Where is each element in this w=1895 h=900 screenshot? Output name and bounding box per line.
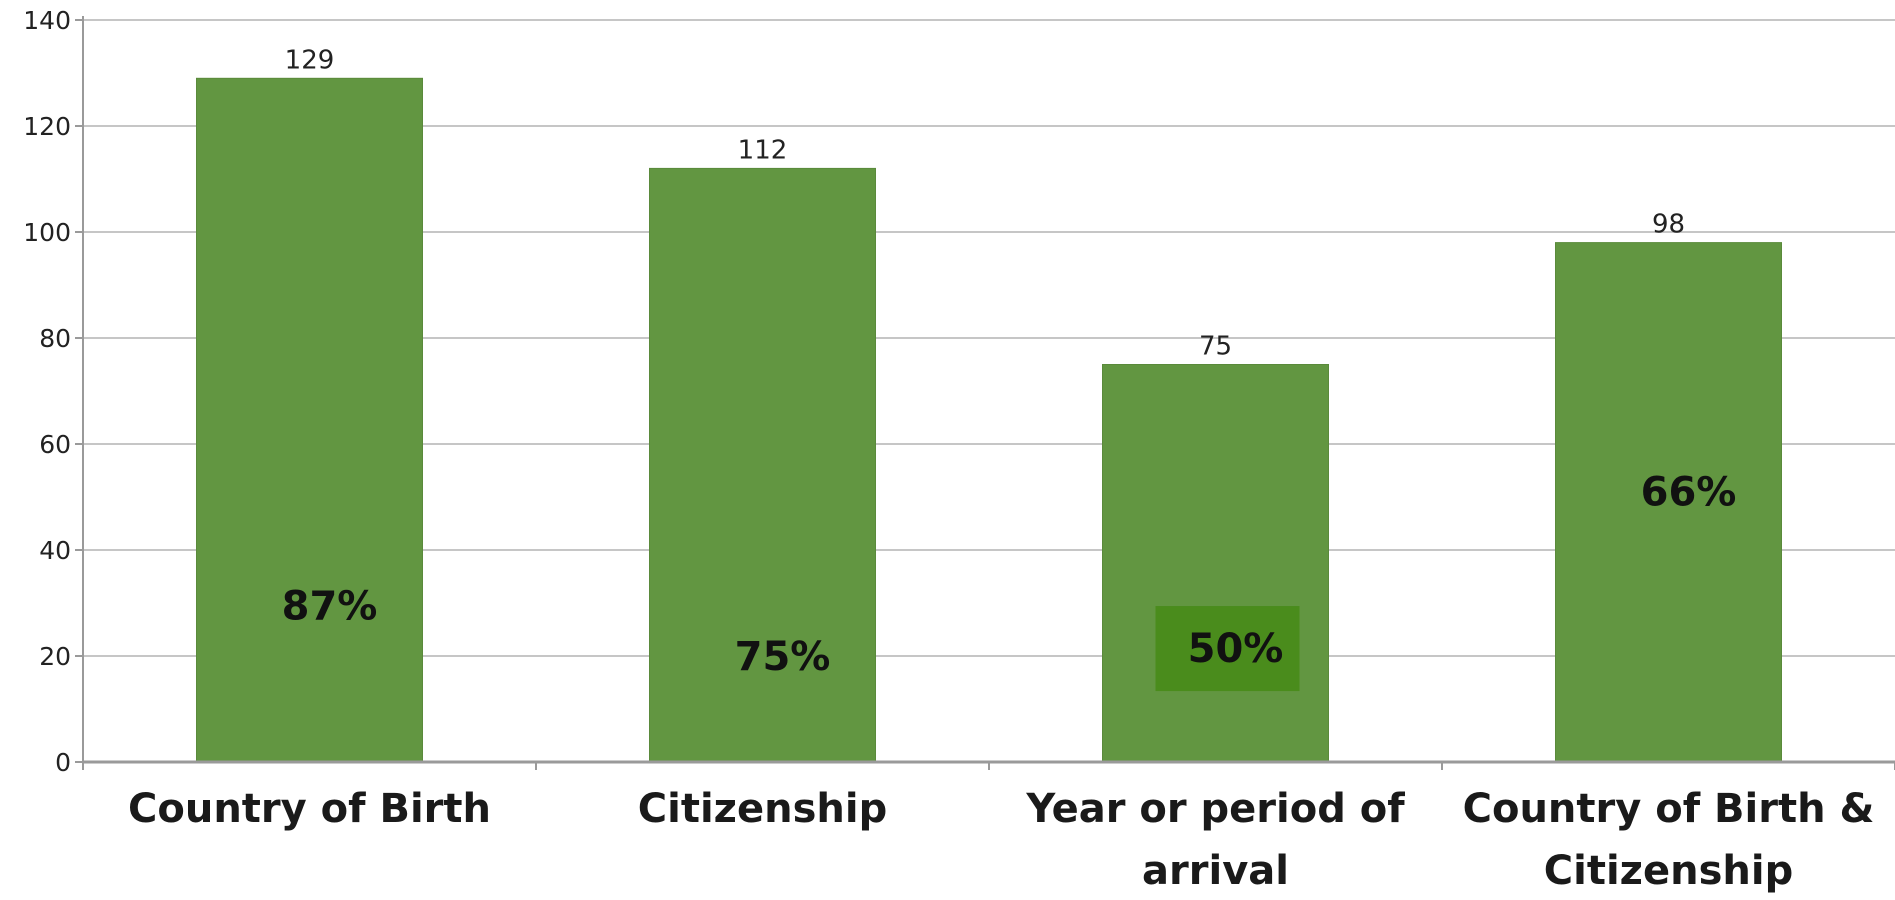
bar-percent-label: 75% [735, 634, 831, 680]
y-tick-label: 60 [39, 430, 71, 459]
percent-highlight-box [1155, 606, 1300, 692]
x-axis [82, 16, 1895, 770]
bar [1102, 364, 1329, 763]
bars [196, 77, 1782, 763]
bar-percent-label: 50% [1188, 626, 1284, 672]
bar-percent-label: 87% [282, 584, 378, 630]
bar-value-label: 75 [1199, 332, 1232, 362]
bar [649, 167, 876, 763]
y-tick-label: 120 [23, 112, 71, 141]
bar [196, 77, 423, 763]
y-tick-label: 100 [23, 218, 71, 247]
percent-labels: 87% 75% 50% 66% [282, 470, 1737, 692]
category-label: Year or period of [1025, 786, 1405, 832]
value-labels: 129 112 75 98 [285, 45, 1685, 361]
y-axis-ticks: 0 20 40 60 80 100 120 140 [23, 6, 83, 777]
category-label: arrival [1142, 848, 1289, 894]
bar-value-label: 129 [285, 45, 335, 75]
category-label: Citizenship [1544, 848, 1793, 894]
category-label: Country of Birth [128, 786, 491, 832]
bar-value-label: 98 [1652, 210, 1685, 240]
category-labels: Country of Birth Citizenship Year or perio… [128, 786, 1874, 894]
y-tick-label: 0 [55, 748, 71, 777]
y-tick-label: 40 [39, 536, 71, 565]
y-tick-label: 140 [23, 6, 71, 35]
y-tick-label: 80 [39, 324, 71, 353]
y-tick-label: 20 [39, 642, 71, 671]
bar-value-label: 112 [738, 135, 788, 165]
category-label: Citizenship [638, 786, 887, 832]
category-label: Country of Birth & [1463, 786, 1875, 832]
bar [1555, 242, 1782, 763]
bar-percent-label: 66% [1641, 470, 1737, 516]
